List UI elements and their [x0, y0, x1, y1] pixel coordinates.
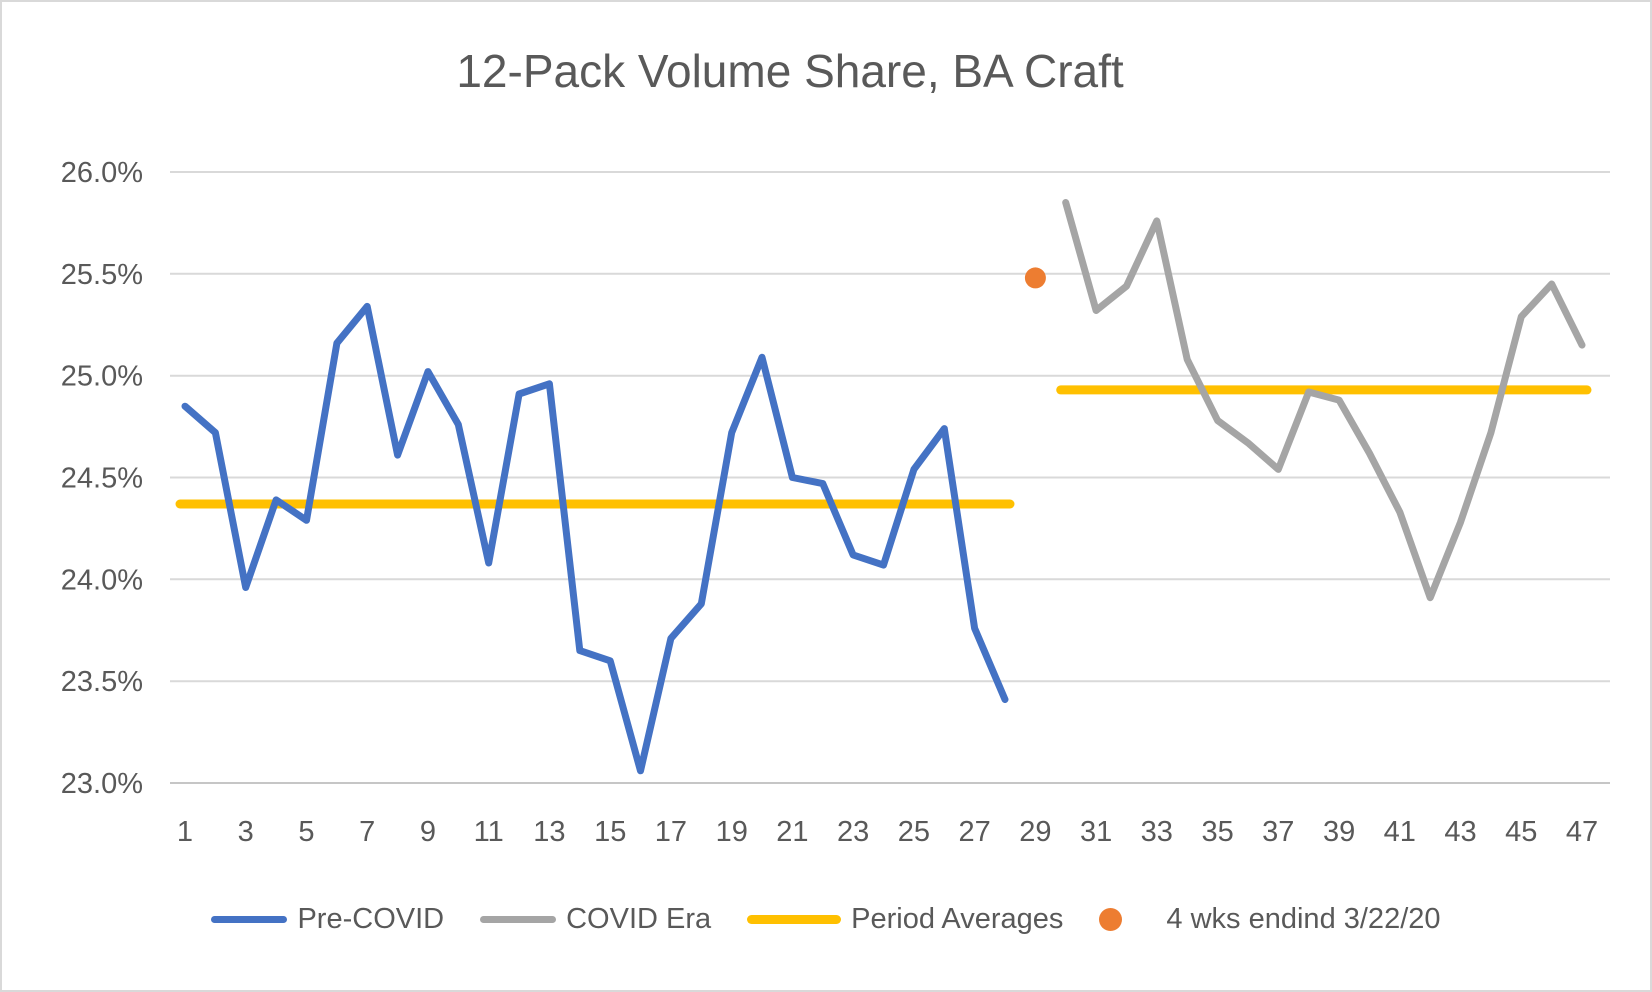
x-axis-tick-label: 27: [958, 816, 990, 848]
y-axis-tick-label: 25.5%: [61, 259, 143, 291]
y-axis-tick-label: 26.0%: [61, 157, 143, 189]
x-axis-tick-label: 25: [898, 816, 930, 848]
legend-item-covid-era: COVID Era: [480, 903, 711, 936]
x-axis-tick-label: 45: [1505, 816, 1537, 848]
x-axis-tick-label: 13: [533, 816, 565, 848]
legend-label-covid-era: COVID Era: [566, 903, 712, 935]
legend-label-period-averages: Period Averages: [851, 903, 1064, 935]
legend-item-4wks-marker: 4 wks endind 3/22/20: [1099, 903, 1441, 936]
x-axis-tick-label: 3: [238, 816, 254, 848]
x-axis-tick-label: 5: [298, 816, 314, 848]
legend-label-4wks-marker: 4 wks endind 3/22/20: [1166, 903, 1441, 935]
y-axis-tick-label: 24.5%: [61, 463, 143, 495]
marker-dot-swatch: [1099, 908, 1123, 931]
marker-4wks-ending-dot: [1024, 267, 1046, 289]
x-axis-tick-label: 19: [716, 816, 748, 848]
x-axis-tick-label: 33: [1141, 816, 1173, 848]
x-axis-tick-label: 15: [594, 816, 626, 848]
y-axis-tick-label: 23.5%: [61, 666, 143, 698]
pre-covid-line: [181, 302, 1009, 775]
y-axis-tick-label: 24.0%: [61, 564, 143, 596]
covid-era-line: [1062, 199, 1586, 602]
x-axis-tick-label: 47: [1566, 816, 1598, 848]
x-axis-tick-label: 11: [474, 816, 504, 848]
x-axis-tick-label: 31: [1080, 816, 1112, 848]
x-axis-tick-label: 9: [420, 816, 436, 848]
legend-label-pre-covid: Pre-COVID: [297, 903, 445, 935]
chart-title: 12-Pack Volume Share, BA Craft: [456, 45, 1124, 97]
covid-era-line-swatch: [480, 916, 557, 923]
x-axis-tick-label: 17: [655, 816, 687, 848]
pre-covid-line-swatch: [211, 916, 288, 923]
x-axis-tick-label: 23: [837, 816, 869, 848]
x-axis-tick-label: 39: [1323, 816, 1355, 848]
x-axis-tick-label: 41: [1384, 816, 1416, 848]
x-axis-tick-label: 43: [1444, 816, 1476, 848]
y-axis-tick-label: 23.0%: [61, 768, 143, 800]
legend-item-period-averages: Period Averages: [747, 903, 1063, 936]
x-axis-tick-label: 7: [359, 816, 375, 848]
x-axis-tick-label: 37: [1262, 816, 1294, 848]
period-averages-line-swatch: [747, 915, 842, 924]
x-axis-tick-label: 35: [1201, 816, 1233, 848]
x-axis-tick-label: 21: [776, 816, 808, 848]
y-axis-tick-label: 25.0%: [61, 361, 143, 393]
legend-item-pre-covid: Pre-COVID: [211, 903, 444, 936]
legend: Pre-COVID COVID Era Period Averages 4 wk…: [2, 903, 1650, 936]
x-axis-tick-label: 29: [1019, 816, 1051, 848]
x-axis-tick-label: 1: [177, 816, 193, 848]
